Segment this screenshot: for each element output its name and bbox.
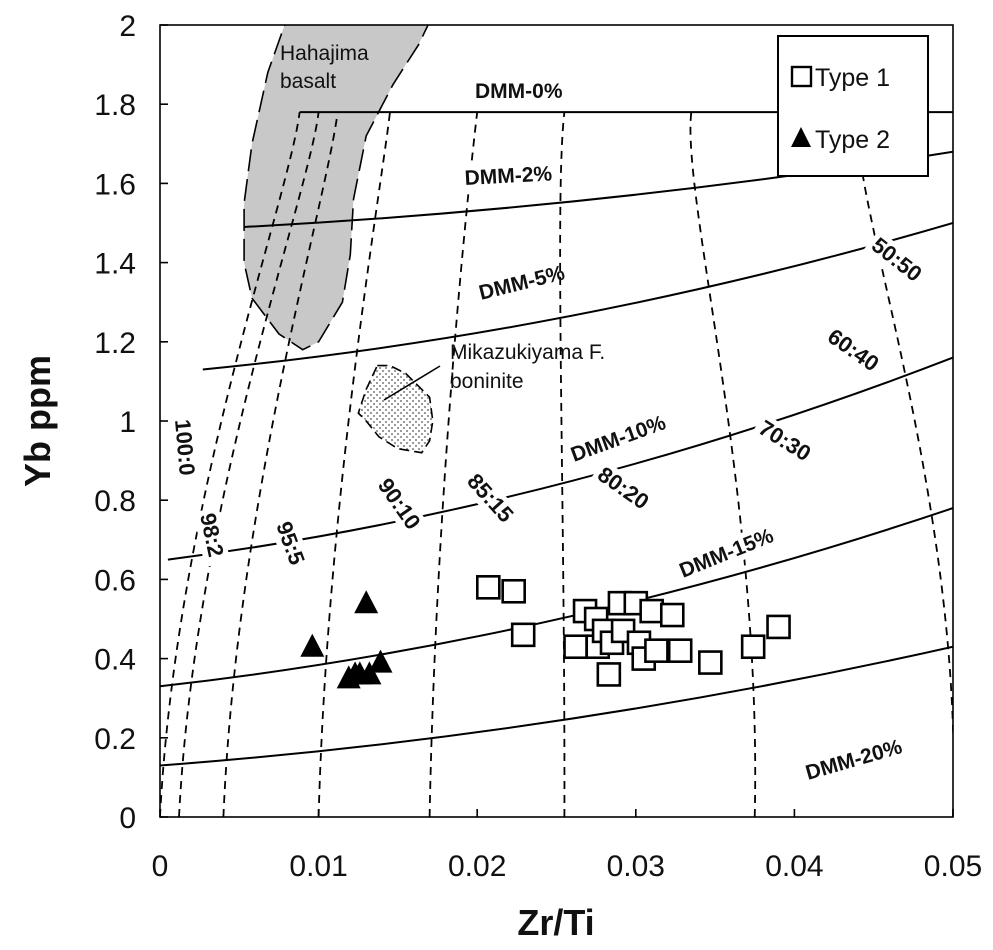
- label-backdrop: [268, 514, 313, 576]
- field-label-mikazukiyama-boninite: boninite: [450, 370, 524, 393]
- label-mixing-80-20: 80:20: [593, 462, 653, 515]
- point-type-2: [368, 649, 393, 673]
- x-tick-label: 0.05: [924, 850, 982, 883]
- mixing-curve-85-15: [428, 111, 479, 817]
- point-type-1: [740, 634, 766, 660]
- y-tick-label: 0.2: [94, 723, 136, 756]
- label-dmm-0: DMM-0%: [475, 80, 563, 103]
- x-axis-ticks: 0 0.01 0.02 0.03 0.04 0.05: [152, 809, 982, 883]
- label-dmm-20: DMM-20%: [803, 735, 905, 785]
- point-type-1: [510, 622, 536, 648]
- point-type-2: [357, 661, 382, 685]
- label-backdrop: [458, 465, 526, 536]
- point-type-2: [354, 590, 379, 614]
- x-tick-label: 0: [152, 850, 169, 883]
- point-type-1: [766, 614, 791, 640]
- legend-label-type1: Type 1: [815, 64, 890, 92]
- label-backdrop: [863, 229, 935, 294]
- x-axis-title: Zr/Ti: [517, 902, 594, 943]
- point-type-2: [300, 633, 325, 657]
- mixing-curve-80-20: [559, 111, 566, 817]
- legend: Type 1 Type 2: [777, 35, 929, 177]
- label-backdrop: [193, 506, 231, 568]
- legend-marker-type1: [790, 65, 813, 88]
- point-type-1: [596, 662, 622, 687]
- point-type-1: [476, 575, 501, 600]
- field-label-mikazukiyama-boninite: Mikazukiyama F.: [450, 341, 605, 364]
- melting-line-dmm-5: [202, 222, 953, 371]
- field-regions: [243, 25, 434, 454]
- y-tick-label: 0.4: [94, 644, 136, 677]
- label-backdrop: [563, 413, 658, 470]
- label-backdrop: [798, 736, 894, 787]
- label-mixing-98-2: 98:2: [195, 511, 229, 559]
- point-type-1: [659, 602, 685, 628]
- point-type-1: [644, 638, 669, 663]
- label-leaders: [383, 365, 441, 401]
- field-mikazukiyama-f-boninite: [357, 364, 434, 454]
- y-axis-ticks: 0 0.2 0.4 0.6 0.8 1 1.2 1.4 1.6 1.8 2: [94, 10, 168, 835]
- label-mixing-70-30: 70:30: [754, 415, 815, 466]
- x-tick-label: 0.03: [607, 850, 665, 883]
- y-axis-title: Yb ppm: [17, 355, 58, 487]
- y-tick-label: 1: [119, 406, 136, 439]
- field-label-hahajima-basalt: Hahajima: [280, 42, 369, 65]
- label-backdrop: [589, 459, 662, 521]
- y-tick-label: 2: [119, 10, 136, 43]
- x-tick-label: 0.04: [765, 850, 823, 883]
- melting-line-dmm-20: [160, 645, 953, 767]
- y-tick-label: 0.8: [94, 485, 136, 518]
- legend-box: [777, 35, 929, 177]
- mixing-curve-90-10: [317, 111, 391, 817]
- label-dmm-2: DMM-2%: [464, 162, 553, 190]
- field-hahajima-basalt: [243, 25, 429, 351]
- mixing-curve-70-30: [689, 111, 757, 817]
- label-backdrop: [459, 161, 540, 192]
- melting-line-dmm-15: [160, 507, 953, 688]
- label-backdrop: [369, 470, 432, 543]
- y-tick-label: 0: [119, 802, 136, 835]
- label-backdrop: [819, 321, 892, 383]
- y-tick-label: 1.4: [94, 248, 136, 281]
- mixing-curve-60-40: [856, 111, 953, 817]
- y-tick-label: 1.2: [94, 327, 136, 360]
- x-tick-label: 0.02: [448, 850, 506, 883]
- field-leader-line: [383, 365, 441, 401]
- label-backdrop: [671, 526, 766, 586]
- y-tick-label: 1.8: [94, 89, 136, 122]
- legend-marker-type2: [791, 127, 811, 147]
- label-backdrop: [750, 412, 824, 473]
- point-type-1: [563, 634, 588, 660]
- data-points: [300, 575, 791, 689]
- label-mixing-60-40: 60:40: [823, 324, 883, 377]
- label-dmm-5: DMM-5%: [477, 261, 568, 305]
- legend-label-type2: Type 2: [815, 126, 890, 154]
- point-type-1: [698, 650, 723, 675]
- field-label-hahajima-basalt: basalt: [280, 70, 336, 93]
- label-backdrop: [168, 414, 201, 487]
- label-backdrop: [472, 262, 555, 307]
- y-tick-label: 0.6: [94, 564, 136, 597]
- point-type-1: [667, 638, 693, 663]
- y-tick-label: 1.6: [94, 168, 136, 201]
- point-type-1: [501, 578, 526, 604]
- point-type-1: [639, 598, 664, 624]
- x-tick-label: 0.01: [289, 850, 347, 883]
- label-mixing-100-0: 100:0: [170, 418, 200, 476]
- label-backdrop: [471, 78, 549, 104]
- mixing-curve-95-5: [222, 111, 339, 817]
